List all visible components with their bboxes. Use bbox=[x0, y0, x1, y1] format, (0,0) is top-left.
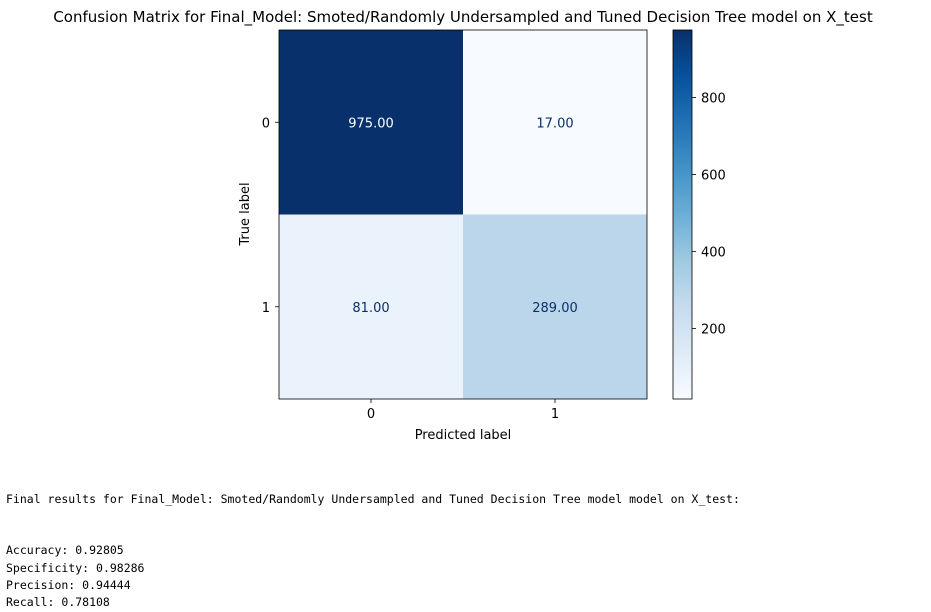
metric-label: Recall: bbox=[6, 595, 62, 610]
heatmap-cell bbox=[279, 30, 463, 215]
heatmap-cell bbox=[463, 30, 647, 215]
results-text: Final results for Final_Model: Smoted/Ra… bbox=[6, 456, 740, 610]
y-tick-label: 0 bbox=[262, 116, 270, 131]
metric-value: 0.94444 bbox=[82, 578, 131, 593]
metric-value: 0.98286 bbox=[96, 560, 145, 575]
metric-label: Specificity: bbox=[6, 560, 97, 575]
metric-value: 0.78108 bbox=[61, 595, 110, 610]
colorbar-tick-label: 600 bbox=[701, 168, 726, 183]
metric-line: Recall: 0.78108 bbox=[6, 594, 740, 611]
metric-line: Accuracy: 0.92805 bbox=[6, 542, 740, 559]
cell-value-label: 81.00 bbox=[352, 301, 389, 316]
results-metrics: Accuracy: 0.92805 Specificity: 0.98286 Pre… bbox=[6, 542, 740, 609]
heatmap-cell bbox=[279, 214, 463, 399]
colorbar-tick-label: 400 bbox=[701, 245, 726, 260]
cell-value-label: 17.00 bbox=[536, 116, 573, 131]
x-tick-label: 1 bbox=[551, 407, 559, 422]
y-tick-label: 1 bbox=[262, 301, 270, 316]
colorbar-tick-label: 800 bbox=[701, 91, 726, 106]
heatmap-cells: 975.00 17.00 81.00 289.00 bbox=[279, 30, 647, 399]
heatmap-cell bbox=[463, 214, 647, 399]
chart-title: Confusion Matrix for Final_Model: Smoted… bbox=[53, 8, 873, 27]
colorbar-tick-label: 200 bbox=[701, 323, 726, 338]
colorbar-ticks: 200 400 600 800 bbox=[692, 91, 726, 338]
results-header: Final results for Final_Model: Smoted/Ra… bbox=[6, 491, 740, 506]
metric-label: Precision: bbox=[6, 578, 83, 593]
x-axis-label: Predicted label bbox=[415, 428, 512, 443]
cell-value-label: 975.00 bbox=[348, 116, 394, 131]
colorbar bbox=[672, 29, 693, 400]
metric-line: Precision: 0.94444 bbox=[6, 577, 740, 594]
plot-frame bbox=[278, 29, 648, 400]
metric-value: 0.92805 bbox=[75, 543, 124, 558]
y-axis-label: True label bbox=[238, 182, 253, 246]
heatmap-axes: 0 1 0 1 bbox=[262, 29, 648, 422]
cell-value-label: 289.00 bbox=[532, 301, 578, 316]
metric-label: Accuracy: bbox=[6, 543, 76, 558]
x-tick-label: 0 bbox=[367, 407, 375, 422]
metric-line: Specificity: 0.98286 bbox=[6, 560, 740, 577]
confusion-matrix-chart: Confusion Matrix for Final_Model: Smoted… bbox=[53, 8, 873, 443]
